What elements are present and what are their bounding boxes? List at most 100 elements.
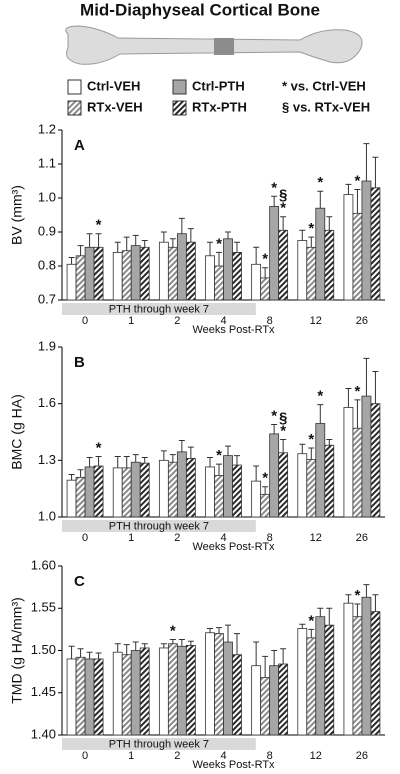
bar xyxy=(84,466,95,518)
error-bar xyxy=(178,639,185,647)
bar xyxy=(343,602,354,736)
error-bar xyxy=(169,639,176,644)
x-axis-label: Weeks Post-RTx xyxy=(192,759,275,771)
error-bar xyxy=(234,455,240,466)
bar xyxy=(176,233,187,301)
y-tick-label: 1.60 xyxy=(31,557,56,572)
legend-note: * vs. Ctrl-VEH xyxy=(282,78,366,93)
error-bar xyxy=(169,454,176,463)
error-bar xyxy=(372,371,379,404)
error-bar xyxy=(86,457,93,467)
significance-marker: * xyxy=(96,440,102,457)
bar xyxy=(84,658,95,736)
bar xyxy=(251,665,262,736)
significance-marker: * xyxy=(317,388,323,405)
bar xyxy=(306,637,317,736)
bar xyxy=(185,241,196,301)
bar xyxy=(112,251,123,301)
bar xyxy=(130,245,141,301)
bar xyxy=(324,444,335,518)
bar xyxy=(75,476,86,518)
error-bar xyxy=(160,643,167,648)
panel: 0.7 0.8 0.9 1.0 1.1 1.2 BV (mm³) A PTH through w… xyxy=(9,121,385,336)
bar xyxy=(260,677,271,736)
significance-marker: * xyxy=(271,407,277,424)
bar xyxy=(306,246,317,301)
error-bar xyxy=(345,183,352,195)
error-bar xyxy=(317,190,324,209)
error-bar xyxy=(253,246,260,265)
bar xyxy=(361,180,372,301)
y-tick-label: 0.9 xyxy=(38,223,56,238)
x-tick-label: 12 xyxy=(310,750,322,762)
bar xyxy=(176,451,187,518)
bar xyxy=(315,423,326,518)
error-bar xyxy=(132,454,139,463)
bone-image xyxy=(65,25,363,65)
error-bar xyxy=(262,486,269,495)
error-bar xyxy=(187,640,194,646)
bar xyxy=(158,647,169,736)
error-bar xyxy=(123,644,130,655)
error-bar xyxy=(280,439,287,453)
bar xyxy=(167,461,178,518)
bar xyxy=(352,427,363,518)
error-bar xyxy=(216,463,222,476)
y-tick-label: 1.40 xyxy=(31,726,56,741)
error-bar xyxy=(354,603,361,617)
x-tick-label: 2 xyxy=(174,315,180,327)
bar xyxy=(352,616,363,736)
bar xyxy=(158,459,169,518)
panel-label: A xyxy=(74,137,85,154)
significance-marker: * xyxy=(262,470,268,487)
bar xyxy=(167,246,178,301)
x-tick-label: 8 xyxy=(267,315,273,327)
bar xyxy=(297,628,308,736)
bar xyxy=(315,616,326,736)
error-bar xyxy=(253,641,260,666)
bar xyxy=(93,465,104,518)
bar xyxy=(84,246,95,301)
bar xyxy=(260,277,271,301)
bar xyxy=(223,238,233,301)
y-tick-label: 1.9 xyxy=(38,338,56,353)
significance-marker: * xyxy=(280,423,286,440)
panel-label: B xyxy=(74,354,85,371)
error-bar xyxy=(178,440,185,452)
bar xyxy=(185,458,196,518)
error-bar xyxy=(169,238,176,248)
bar xyxy=(370,187,381,301)
error-bar xyxy=(114,241,121,253)
bar xyxy=(232,654,242,736)
bar xyxy=(176,645,187,736)
error-bar xyxy=(141,457,148,464)
error-bar xyxy=(271,195,278,207)
bar xyxy=(93,658,104,736)
bar xyxy=(297,240,308,301)
y-axis-label: BMC (g HA) xyxy=(9,394,25,469)
bar xyxy=(361,596,372,736)
x-tick-label: 12 xyxy=(310,532,322,544)
pth-period-label: PTH through week 7 xyxy=(109,738,209,750)
legend-label: RTx-VEH xyxy=(87,99,143,114)
bar xyxy=(343,194,354,301)
error-bar xyxy=(262,655,269,678)
x-tick-label: 0 xyxy=(82,750,88,762)
significance-marker: * xyxy=(271,179,277,196)
error-bar xyxy=(77,648,84,658)
error-bar xyxy=(95,233,102,248)
bar xyxy=(297,453,308,518)
bar xyxy=(251,480,262,518)
error-bar xyxy=(363,357,370,397)
bar xyxy=(223,641,233,736)
error-bar xyxy=(225,231,231,239)
error-bar xyxy=(68,474,75,481)
error-bar xyxy=(216,627,222,634)
panel: 1.40 1.45 1.50 1.55 1.60 TMD (g HA/mm³) C PTH t… xyxy=(9,557,385,771)
error-bar xyxy=(123,456,130,468)
significance-marker: * xyxy=(308,431,314,448)
panel: 1.0 1.3 1.6 1.9 BMC (g HA) B PTH through week … xyxy=(9,338,385,553)
error-bar xyxy=(299,623,306,629)
bar xyxy=(158,241,169,301)
